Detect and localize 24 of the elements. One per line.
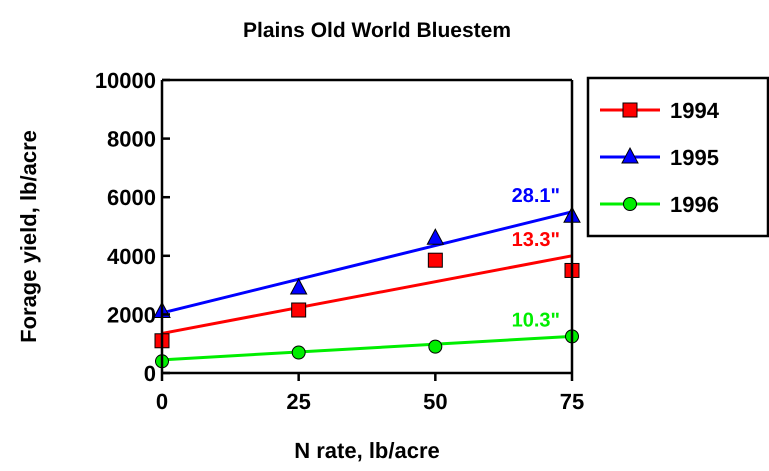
point (426, 228, 444, 245)
annotation: 10.3" (512, 309, 560, 332)
x-tick-label: 75 (560, 389, 584, 414)
point (290, 278, 308, 295)
x-tick-label: 50 (423, 389, 448, 414)
annotation: 28.1" (512, 184, 560, 207)
y-tick-label: 6000 (107, 185, 156, 210)
y-tick-label: 8000 (107, 126, 156, 152)
point (292, 345, 306, 360)
legend-label: 1996 (670, 192, 719, 217)
x-axis-title: N rate, lb/acre (294, 438, 440, 463)
x-tick-label: 25 (286, 389, 311, 414)
legend-label: 1995 (670, 145, 719, 170)
point (428, 340, 442, 354)
y-tick-label: 0 (144, 361, 156, 386)
point (291, 302, 306, 318)
y-axis-title: Forage yield, lb/acre (16, 130, 41, 343)
y-tick-label: 2000 (107, 302, 156, 328)
y-tick-label: 4000 (107, 244, 156, 269)
chart-title: Plains Old World Bluestem (243, 19, 511, 42)
annotation: 13.3" (512, 228, 560, 251)
y-tick-label: 10000 (94, 68, 156, 93)
legend-label: 1994 (670, 98, 720, 123)
point (428, 252, 443, 268)
